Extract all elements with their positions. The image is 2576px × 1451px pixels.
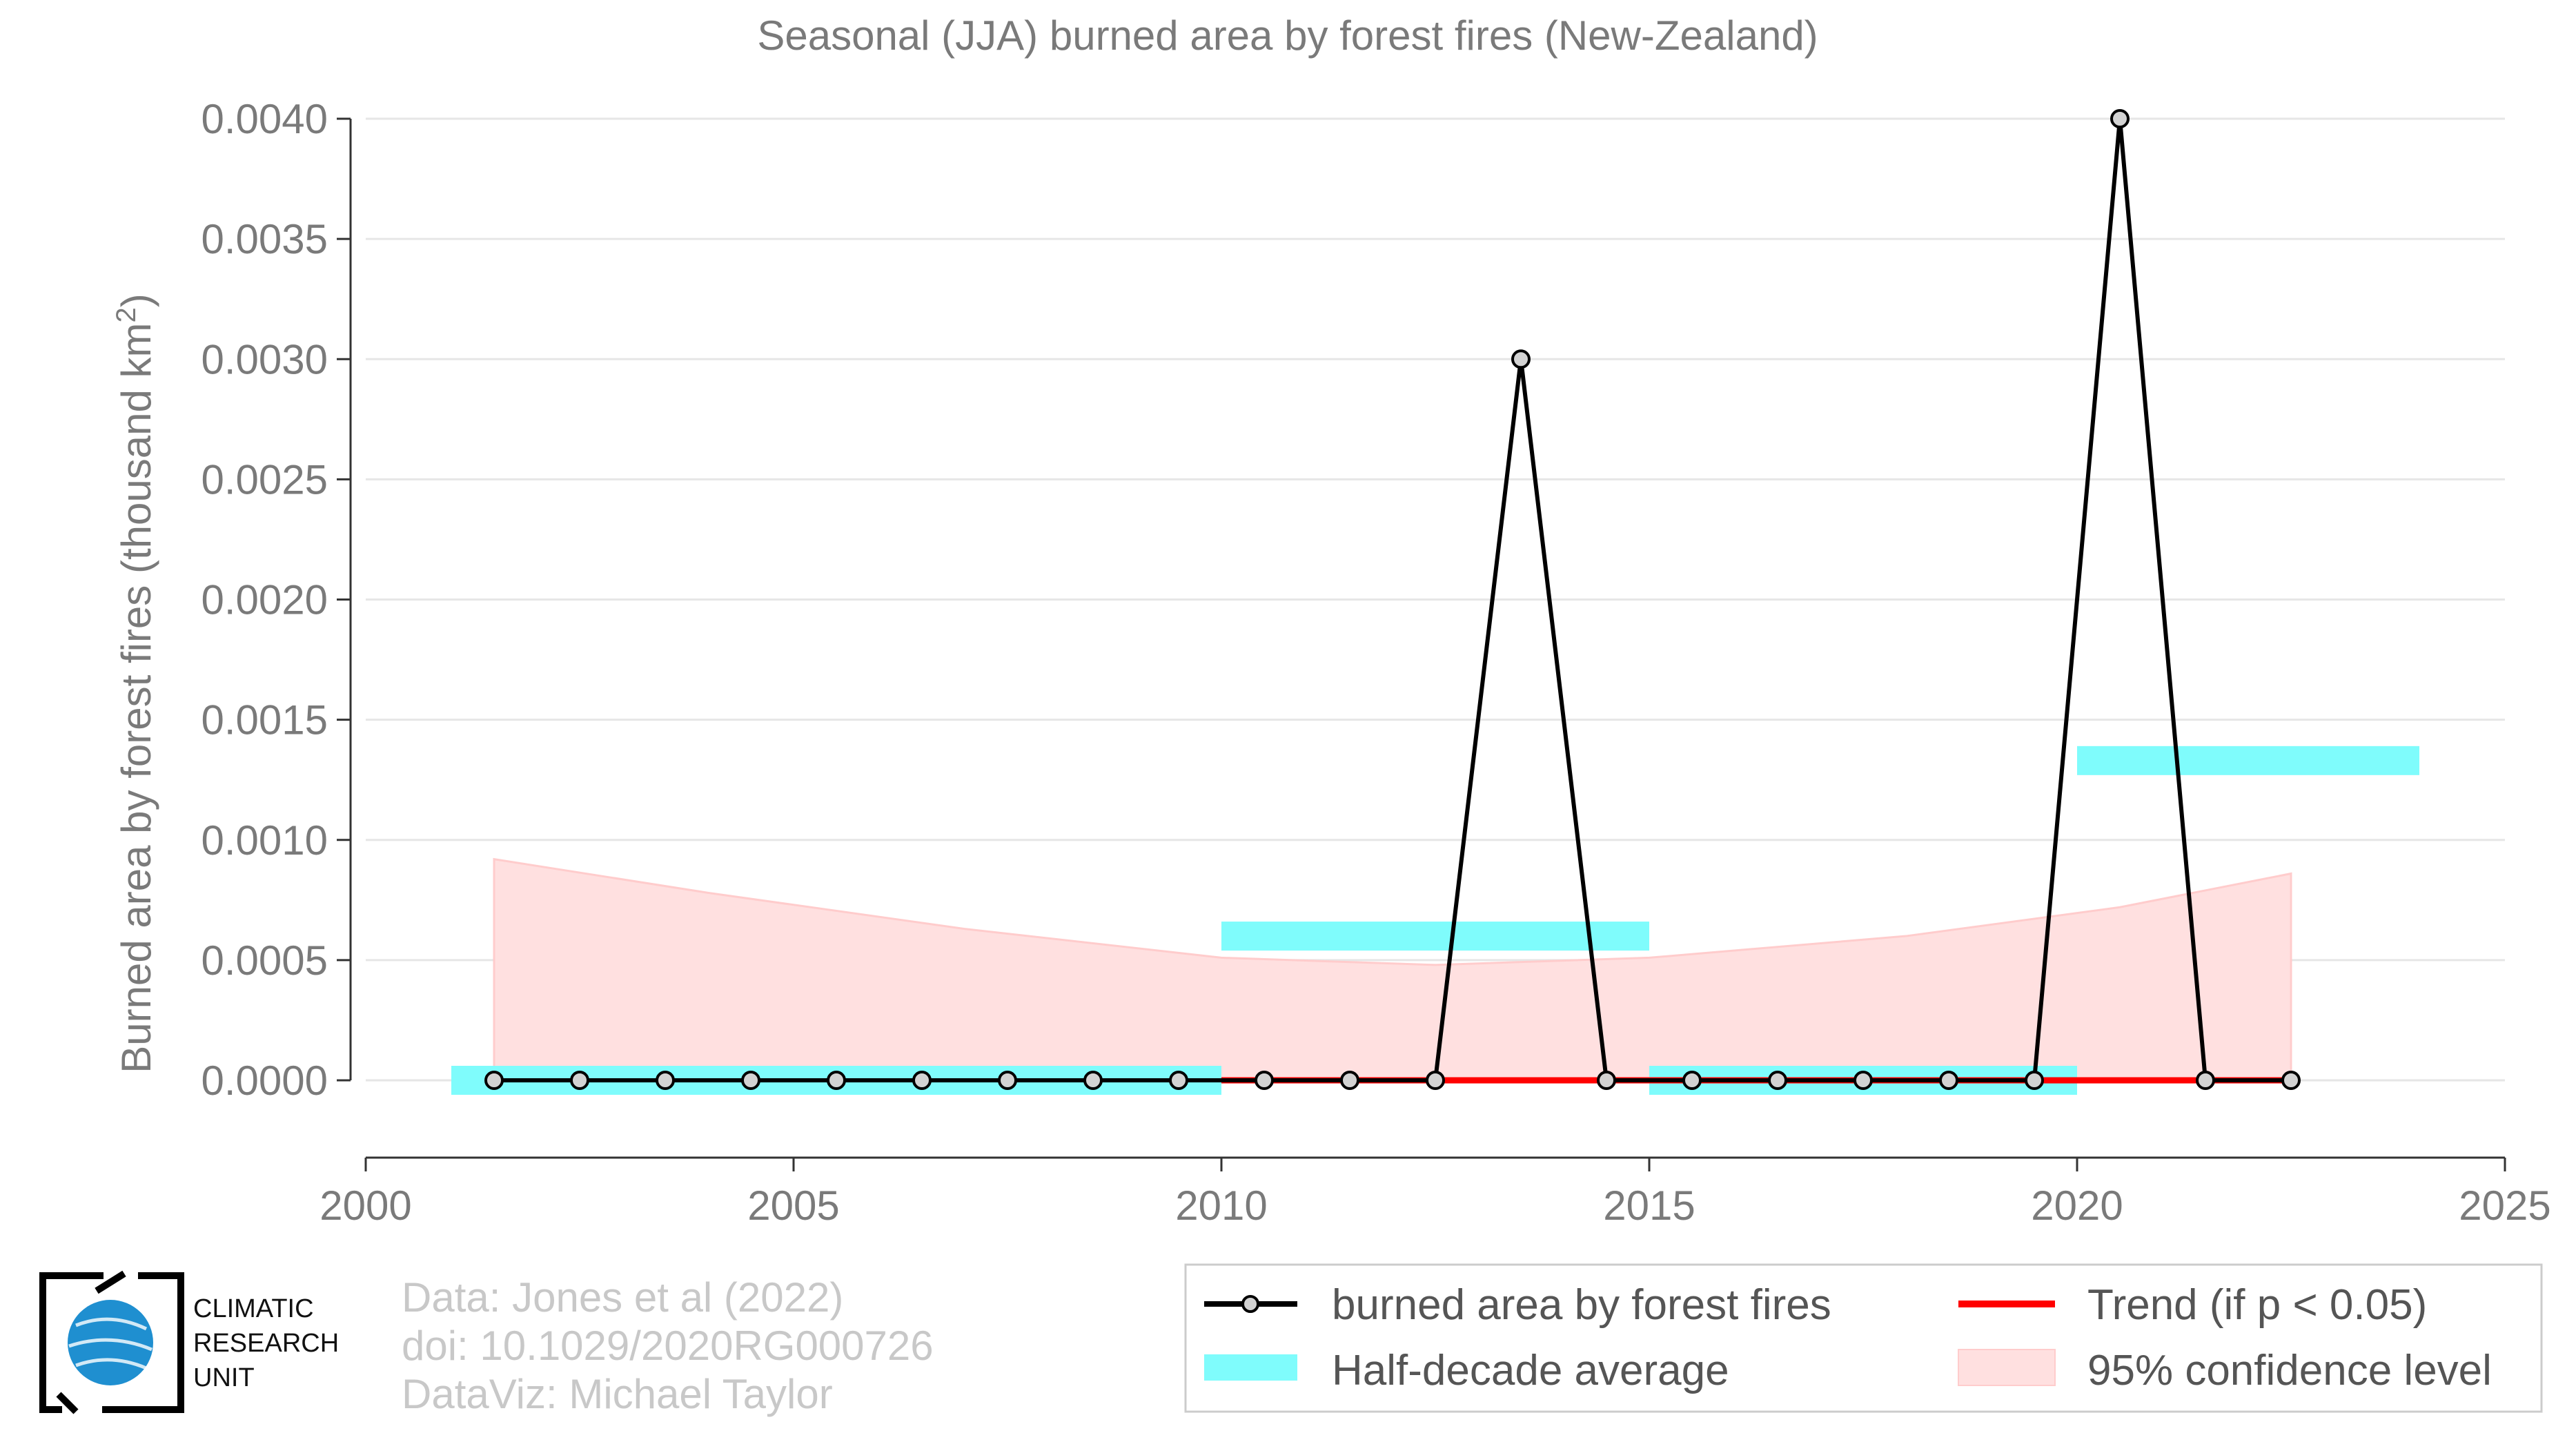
- legend-average-label: Half-decade average: [1332, 1347, 1729, 1394]
- data-point: [1083, 1071, 1103, 1090]
- data-point: [570, 1071, 589, 1090]
- data-point: [1768, 1071, 1787, 1090]
- legend-average-swatch: [1204, 1354, 1297, 1381]
- x-tick-label: 2005: [747, 1182, 839, 1229]
- data-point: [484, 1071, 504, 1090]
- x-tick-label: 2000: [319, 1182, 411, 1229]
- data-point: [1511, 349, 1531, 369]
- legend-series-label: burned area by forest fires: [1332, 1281, 1831, 1329]
- legend-trend-label: Trend (if p < 0.05): [2087, 1281, 2427, 1329]
- y-tick-label: 0.0030: [201, 336, 328, 382]
- y-tick-label: 0.0040: [201, 96, 328, 142]
- data-point: [1939, 1071, 1958, 1090]
- half-decade-average-bar: [1221, 922, 1649, 951]
- data-point: [1255, 1071, 1274, 1090]
- half-decade-average-bar: [2077, 746, 2419, 775]
- data-point: [1340, 1071, 1359, 1090]
- data-point: [998, 1071, 1017, 1090]
- x-tick-label: 2020: [2031, 1182, 2123, 1229]
- x-tick-label: 2025: [2459, 1182, 2550, 1229]
- y-tick-label: 0.0005: [201, 937, 328, 984]
- data-point: [1597, 1071, 1616, 1090]
- logo-line-2: RESEARCH: [193, 1329, 339, 1358]
- data-point: [2025, 1071, 2044, 1090]
- y-tick-label: 0.0035: [201, 216, 328, 262]
- y-tick-label: 0.0015: [201, 697, 328, 743]
- data-point: [1682, 1071, 1702, 1090]
- credits-doi: doi: 10.1029/2020RG000726: [402, 1323, 934, 1369]
- data-point: [656, 1071, 675, 1090]
- axes: 0.0000 0.0005 0.0010 0.0015 0.0020 0.0025 0.00…: [201, 96, 2550, 1229]
- data-point: [827, 1071, 846, 1090]
- data-point: [2281, 1071, 2301, 1090]
- data-point: [1426, 1071, 1445, 1090]
- data-point: [741, 1071, 760, 1090]
- legend-box: [1184, 1263, 2543, 1413]
- data-point: [2196, 1071, 2215, 1090]
- x-tick-label: 2015: [1603, 1182, 1695, 1229]
- y-tick-label: 0.0010: [201, 817, 328, 864]
- data-point: [2110, 109, 2130, 128]
- legend-confidence-swatch: [1958, 1349, 2056, 1386]
- data-point: [912, 1071, 932, 1090]
- confidence-band: [493, 857, 2292, 1082]
- y-axis-label: Burned area by forest fires (thousand km…: [111, 293, 159, 1073]
- credits-dataviz: DataViz: Michael Taylor: [402, 1371, 833, 1417]
- cru-logo: CLIMATIC RESEARCH UNIT: [39, 1270, 339, 1414]
- y-tick-label: 0.0000: [201, 1058, 328, 1104]
- logo-bracket-right: [102, 1272, 184, 1413]
- chart-title: Seasonal (JJA) burned area by forest fir…: [757, 12, 1818, 59]
- credits-data: Data: Jones et al (2022): [402, 1274, 843, 1321]
- burned-area-series: [484, 109, 2301, 1090]
- logo-line-1: CLIMATIC: [193, 1294, 314, 1323]
- y-tick-label: 0.0025: [201, 456, 328, 503]
- legend: burned area by forest fires Half-decade …: [1184, 1263, 2543, 1413]
- legend-confidence-label: 95% confidence level: [2087, 1347, 2492, 1394]
- y-tick-label: 0.0020: [201, 577, 328, 623]
- data-point: [1854, 1071, 1873, 1090]
- logo-bracket-left: [39, 1272, 104, 1413]
- x-tick-label: 2010: [1175, 1182, 1267, 1229]
- logo-line-3: UNIT: [193, 1363, 255, 1392]
- confidence-band-area: [493, 857, 2292, 1082]
- series-line: [494, 118, 2291, 1082]
- data-point: [1169, 1071, 1188, 1090]
- legend-series-marker: [1241, 1295, 1259, 1313]
